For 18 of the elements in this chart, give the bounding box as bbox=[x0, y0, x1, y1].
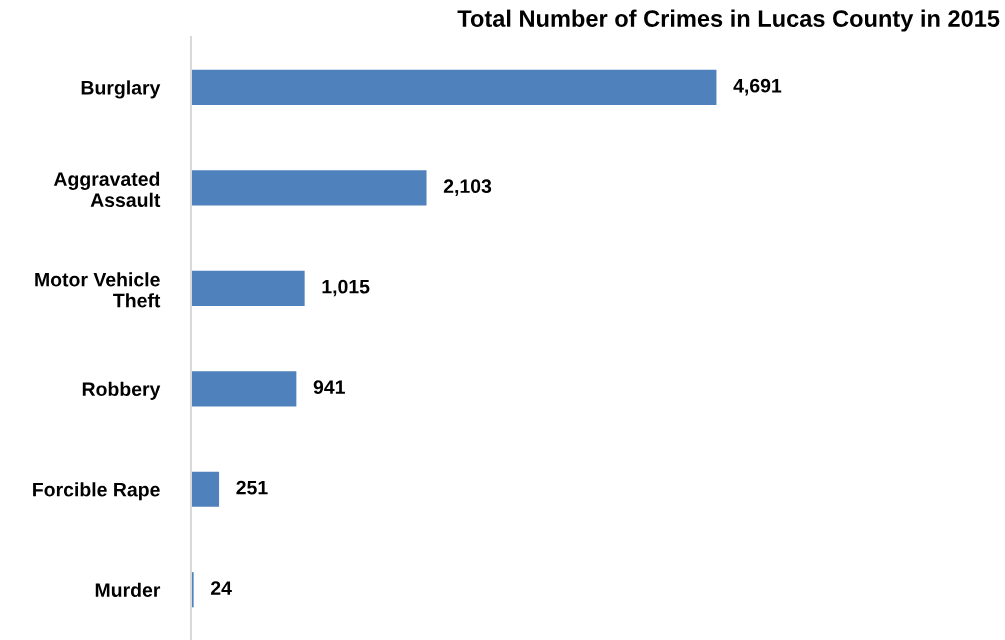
y-tick-label: Motor Vehicle Theft bbox=[35, 272, 161, 308]
y-tick-label: Forcible Rape bbox=[33, 482, 160, 501]
y-tick-label: Burglary bbox=[81, 80, 161, 99]
y-tick-label: Robbery bbox=[82, 381, 161, 400]
bar bbox=[190, 170, 427, 206]
data-label: 2,103 bbox=[443, 179, 492, 196]
bar bbox=[190, 471, 220, 507]
data-label: 1,015 bbox=[322, 279, 370, 297]
data-label: 941 bbox=[313, 380, 345, 395]
data-label: 251 bbox=[236, 480, 268, 495]
bar bbox=[190, 270, 305, 306]
y-tick-label: Aggravated Assault bbox=[53, 171, 161, 207]
chart-title: Total Number of Crimes in Lucas County in 2015 bbox=[457, 9, 1000, 32]
y-tick-label: Murder bbox=[95, 582, 161, 597]
data-label: 24 bbox=[210, 581, 232, 595]
bar bbox=[190, 69, 717, 105]
data-label: 4,691 bbox=[733, 78, 782, 96]
bar bbox=[190, 371, 297, 407]
